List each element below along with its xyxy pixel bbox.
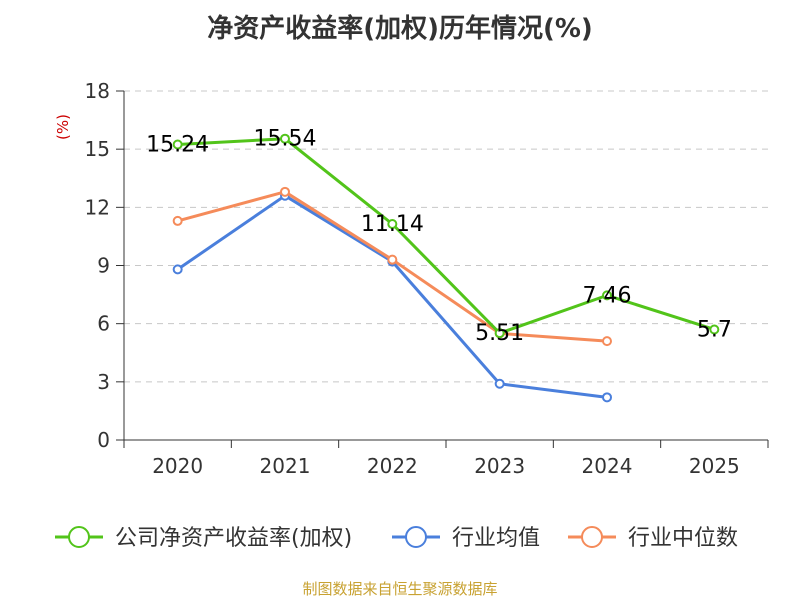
data-point (172, 139, 183, 150)
y-tick-label: 0 (97, 428, 110, 452)
legend-marker (68, 526, 90, 548)
source-note: 制图数据来自恒生聚源数据库 (302, 580, 498, 598)
y-axis-label: (%) (54, 114, 72, 140)
y-tick-label: 18 (85, 79, 110, 103)
data-point (280, 133, 290, 144)
data-point (172, 215, 183, 226)
data-point (602, 392, 612, 403)
data-point (602, 336, 612, 347)
x-tick-label: 2023 (474, 454, 525, 478)
legend-label: 公司净资产收益率(加权) (115, 526, 352, 551)
x-tick-label: 2022 (367, 454, 418, 478)
y-tick-label: 12 (85, 195, 110, 219)
x-tick-label: 2025 (689, 454, 740, 478)
x-tick-label: 2020 (152, 454, 203, 478)
legend-marker (581, 526, 603, 548)
legend-label: 行业中位数 (628, 526, 738, 551)
y-tick-label: 15 (85, 137, 110, 161)
data-point (387, 219, 398, 230)
data-point (172, 264, 183, 275)
data-point (602, 290, 612, 301)
y-tick-label: 9 (97, 254, 110, 278)
legend-marker (405, 526, 427, 548)
x-tick-label: 2021 (260, 454, 311, 478)
data-label: 7.46 (583, 283, 632, 308)
y-tick-label: 6 (97, 312, 110, 336)
chart-title: 净资产收益率(加权)历年情况(%) (207, 14, 593, 44)
y-tick-label: 3 (97, 370, 110, 394)
series-line (177, 137, 715, 335)
data-point (280, 186, 290, 197)
data-label: 15.54 (254, 127, 317, 152)
data-point (709, 324, 720, 335)
data-point (494, 328, 505, 339)
data-label: 15.24 (146, 133, 209, 158)
data-label: 5.7 (697, 317, 732, 342)
data-label: 5.51 (475, 321, 524, 346)
legend-label: 行业均值 (452, 526, 540, 551)
data-point (387, 254, 398, 265)
data-label: 11.14 (361, 212, 424, 237)
data-point (494, 378, 505, 389)
x-tick-label: 2024 (582, 454, 633, 478)
